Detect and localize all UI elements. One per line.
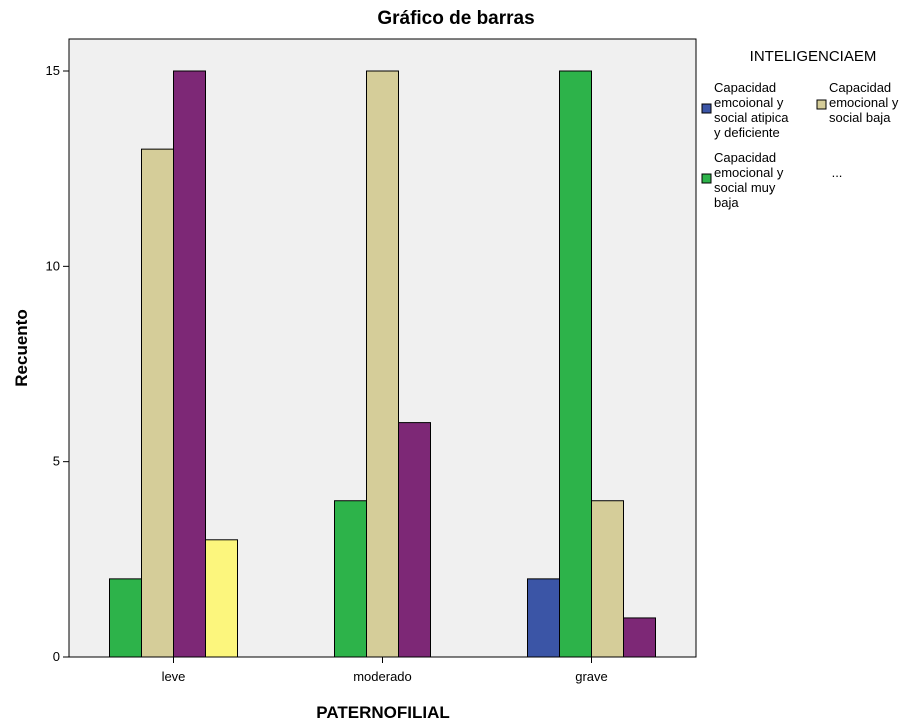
bar-leve-series-4 <box>173 70 206 658</box>
bars <box>109 70 656 658</box>
y-tick-label-1: 5 <box>53 454 60 469</box>
y-tick-label-2: 10 <box>46 258 60 273</box>
bar-leve-series-2 <box>109 578 142 658</box>
y-tick-label-3: 15 <box>46 63 60 78</box>
y-tick-label-0: 0 <box>53 649 60 664</box>
legend-swatch-3 <box>816 99 827 110</box>
x-tick-label-grave: grave <box>575 669 608 684</box>
legend-label-line: y deficiente <box>714 125 780 140</box>
legend-title: INTELIGENCIAEM <box>750 48 877 65</box>
bar-grave-series-3 <box>591 500 624 658</box>
legend-label-line: baja <box>714 195 739 210</box>
x-axis-title: PATERNOFILIAL <box>316 703 449 722</box>
legend-label-line: Capacidad <box>714 80 776 95</box>
x-tick-label-leve: leve <box>162 669 186 684</box>
bar-moderado-series-4 <box>398 422 431 658</box>
legend-label-line: emocional y <box>829 95 899 110</box>
legend-label-line: Capacidad <box>714 150 776 165</box>
bar-leve-series-3 <box>141 148 174 658</box>
bar-moderado-series-3 <box>366 70 399 658</box>
legend-label-line: emocional y <box>714 165 784 180</box>
legend-more-indicator: ... <box>832 165 843 180</box>
bar-grave-series-2 <box>559 70 592 658</box>
x-tick-label-moderado: moderado <box>353 669 412 684</box>
legend-label-line: social muy <box>714 180 776 195</box>
legend-label-line: social atipica <box>714 110 789 125</box>
legend-label-line: emcoional y <box>714 95 784 110</box>
legend-swatch-2 <box>701 173 712 184</box>
bar-grave-series-1 <box>527 578 560 658</box>
bar-grave-series-4 <box>623 617 656 658</box>
y-axis-title: Recuento <box>12 309 31 386</box>
x-axis: leve moderado grave <box>162 657 608 684</box>
bar-moderado-series-2 <box>334 500 367 658</box>
legend-label-line: Capacidad <box>829 80 891 95</box>
legend-label-line: social baja <box>829 110 891 125</box>
legend-swatch-1 <box>701 103 712 114</box>
bar-leve-series-5 <box>205 539 238 658</box>
chart-title: Gráfico de barras <box>377 8 534 29</box>
y-axis: 0 5 10 15 <box>46 63 69 664</box>
